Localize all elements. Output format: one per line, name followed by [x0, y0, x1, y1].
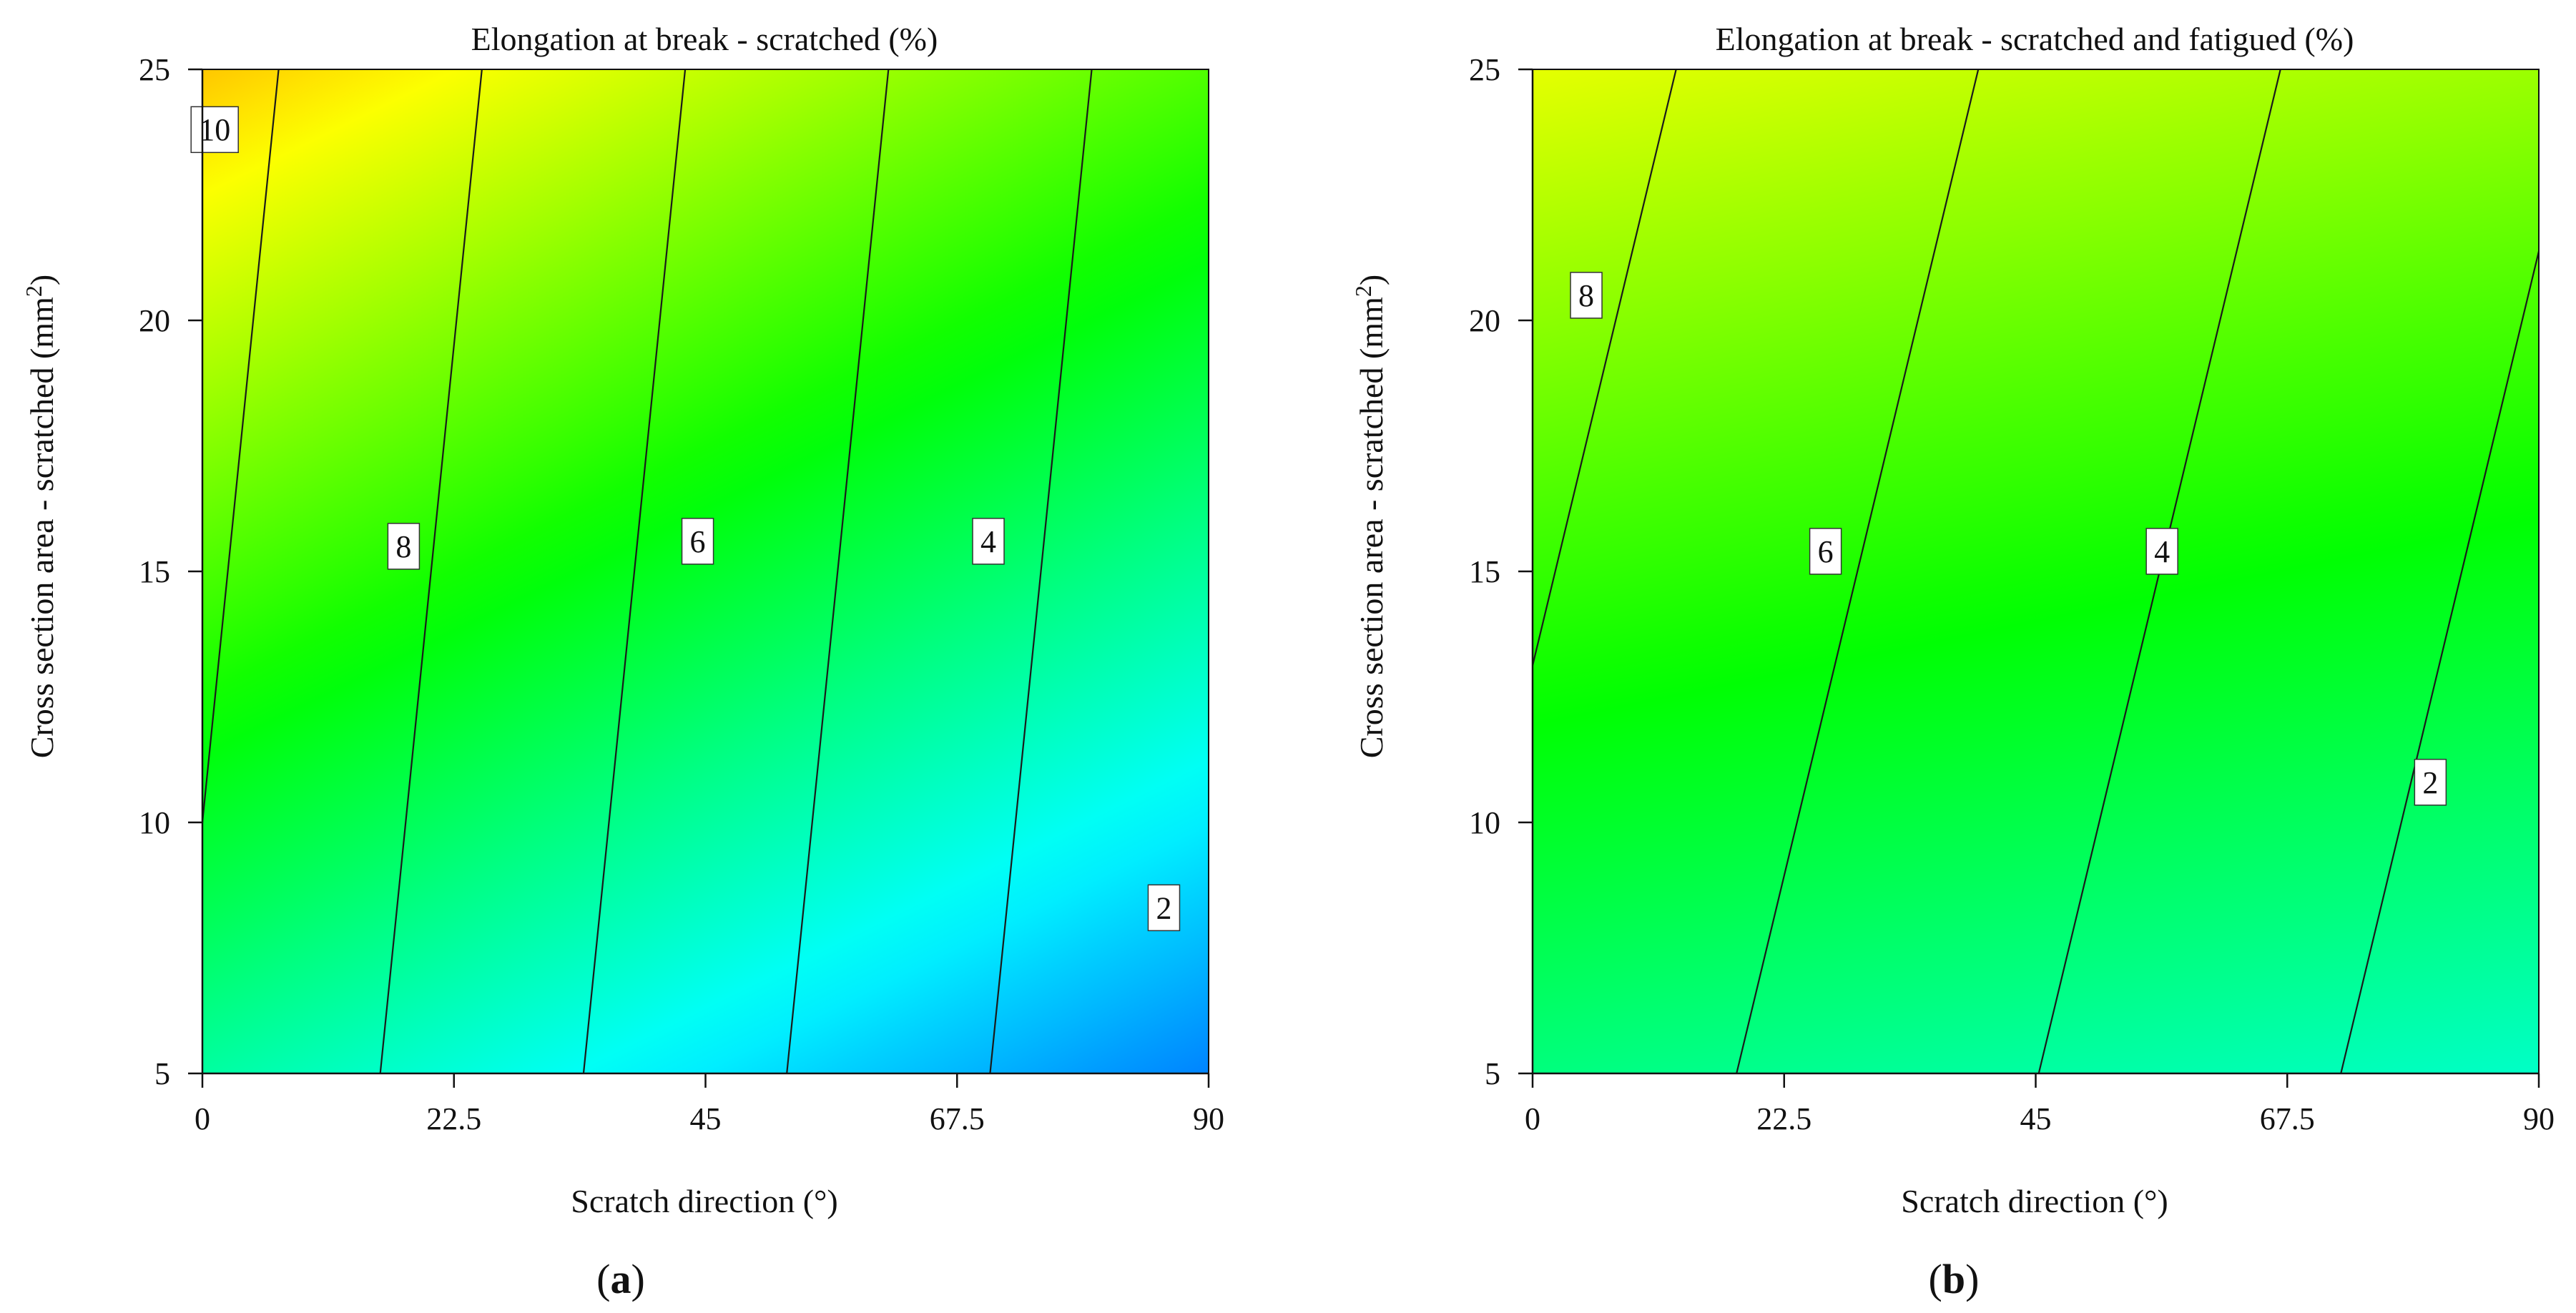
x-axis-label-a: Scratch direction (°) [571, 1183, 837, 1219]
y-tick-label: 10 [139, 805, 170, 840]
contour-line-8 [1533, 69, 1677, 669]
contour-line-6 [582, 69, 687, 1073]
x-tick-label: 45 [690, 1101, 722, 1136]
contour-label: 10 [199, 112, 230, 147]
y-axis-label-a: Cross section area - scratched (mm2) [21, 275, 60, 758]
contour-label: 6 [690, 524, 706, 559]
x-tick-label: 90 [1193, 1101, 1224, 1136]
panel-b: Elongation at break - scratched and fati… [1350, 21, 2555, 1302]
contour-line-6 [1736, 69, 1980, 1073]
contour-line-4 [786, 69, 890, 1073]
y-tick-label: 20 [1469, 303, 1500, 338]
contour-label: 8 [395, 529, 411, 564]
chart-title-a: Elongation at break - scratched (%) [471, 21, 938, 57]
y-tick-label: 5 [1485, 1056, 1500, 1091]
contour-line-10 [202, 69, 280, 830]
x-tick-label: 22.5 [1756, 1101, 1811, 1136]
contour-label: 2 [2422, 765, 2438, 800]
y-tick-label: 15 [139, 554, 170, 589]
y-tick-label: 25 [1469, 52, 1500, 87]
x-tick-label: 67.5 [930, 1101, 985, 1136]
y-axis-label-b: Cross section area - scratched (mm2) [1350, 275, 1390, 758]
contour-label-box [2414, 759, 2447, 806]
chart-title-b: Elongation at break - scratched and fati… [1716, 21, 2354, 57]
y-tick-label: 5 [154, 1056, 170, 1091]
contour-label-box [2145, 528, 2178, 575]
heatmap-fill-a [202, 69, 1209, 1073]
x-tick-label: 67.5 [2260, 1101, 2315, 1136]
y-tick-label: 20 [139, 303, 170, 338]
contour-label: 8 [1578, 278, 1594, 313]
contour-label: 4 [980, 524, 996, 559]
y-tick-label: 15 [1469, 554, 1500, 589]
contour-label-box [387, 523, 421, 570]
heatmap-fill-b [1533, 69, 2539, 1073]
contour-line-2 [989, 69, 1093, 1073]
contour-label-box [190, 106, 239, 153]
contour-label: 2 [1156, 890, 1171, 925]
x-tick-label: 45 [2020, 1101, 2052, 1136]
x-tick-label: 0 [195, 1101, 210, 1136]
y-tick-label: 25 [139, 52, 170, 87]
contour-label: 4 [2154, 534, 2170, 569]
x-axis-label-b: Scratch direction (°) [1901, 1183, 2168, 1219]
y-tick-label: 10 [1469, 805, 1500, 840]
panel-a: Elongation at break - scratched (%) 10 8 6… [21, 21, 1224, 1302]
contour-label-box [1570, 272, 1603, 319]
contour-label-box [972, 518, 1005, 565]
contour-line-8 [379, 69, 483, 1073]
panel-label-a: (a) [596, 1256, 645, 1302]
contour-label-box [681, 518, 714, 565]
x-tick-label: 90 [2523, 1101, 2555, 1136]
contour-label-box [1809, 528, 1842, 575]
contour-line-2 [2340, 247, 2539, 1073]
x-tick-label: 0 [1525, 1101, 1540, 1136]
contour-label-box [1147, 884, 1181, 932]
x-tick-label: 22.5 [426, 1101, 481, 1136]
panel-label-b: (b) [1929, 1256, 1980, 1302]
contour-label: 6 [1818, 534, 1834, 569]
